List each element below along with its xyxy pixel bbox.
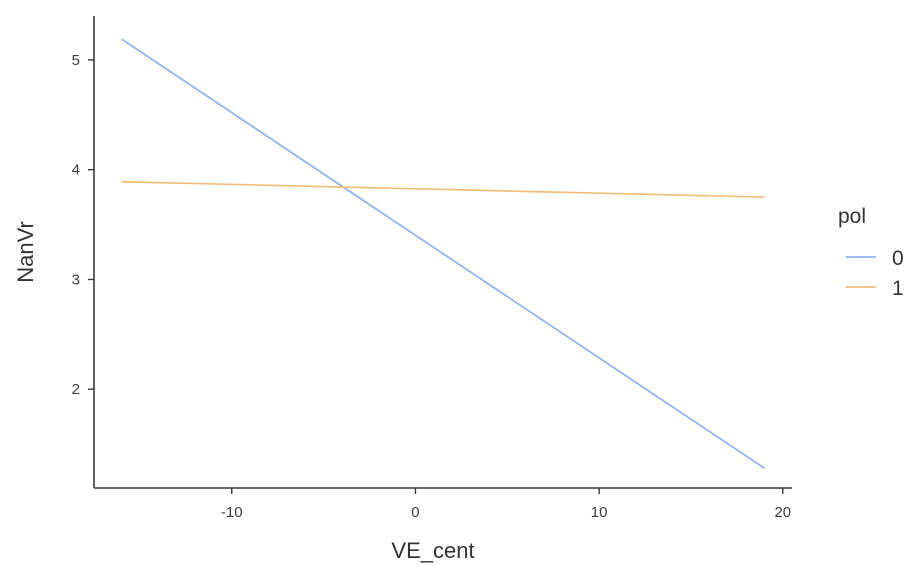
- y-tick-label: 3: [72, 271, 80, 288]
- y-tick-label: 4: [72, 162, 80, 179]
- y-axis-title: NanVr: [13, 221, 38, 283]
- x-tick-label: 10: [591, 504, 608, 521]
- y-tick-label: 5: [72, 52, 80, 69]
- x-ticks: -10 0 10 20: [221, 488, 791, 521]
- series-line-1: [121, 180, 765, 198]
- y-tick-label: 2: [72, 381, 80, 398]
- x-axis-title: VE_cent: [391, 538, 474, 563]
- legend-label-1: 1: [892, 277, 904, 300]
- axes: -10 0 10 20 2 3 4 5: [72, 16, 792, 521]
- plot-area: [121, 38, 765, 469]
- series-line-0: [121, 38, 765, 469]
- legend: pol 01: [838, 205, 904, 300]
- x-tick-label: 0: [411, 504, 419, 521]
- legend-items: 01: [846, 247, 904, 300]
- x-tick-label: 20: [774, 504, 791, 521]
- legend-title: pol: [838, 205, 866, 228]
- legend-label-0: 0: [892, 247, 904, 270]
- x-tick-label: -10: [221, 504, 243, 521]
- y-ticks: 2 3 4 5: [72, 52, 94, 398]
